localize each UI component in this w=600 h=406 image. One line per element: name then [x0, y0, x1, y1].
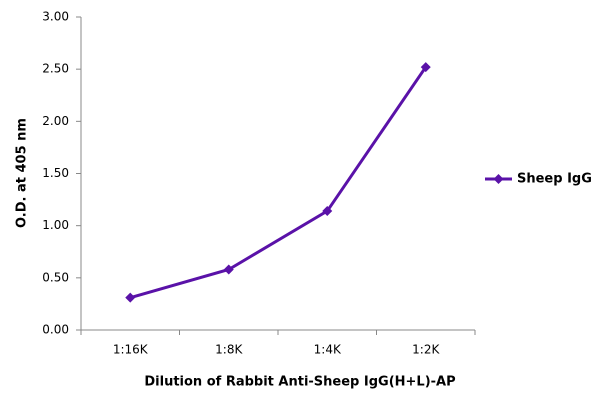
x-tick-label: 1:8K — [215, 343, 243, 357]
y-tick-label: 0.50 — [42, 270, 69, 284]
y-tick-label: 1.50 — [42, 166, 69, 180]
x-axis-title: Dilution of Rabbit Anti-Sheep IgG(H+L)-A… — [144, 375, 455, 390]
legend-marker — [493, 174, 504, 184]
point-marker — [125, 292, 136, 303]
y-tick-label: 2.00 — [42, 114, 69, 128]
y-tick-label: 2.50 — [42, 62, 69, 76]
y-tick-label: 0.00 — [42, 323, 69, 337]
point-marker — [322, 206, 333, 217]
y-axis-title: O.D. at 405 nm — [15, 118, 30, 228]
legend-text: Sheep IgG — [517, 172, 592, 187]
x-tick-label: 1:4K — [314, 343, 342, 357]
y-tick-label: 3.00 — [42, 10, 69, 24]
point-marker — [223, 264, 234, 275]
y-tick-label: 1.00 — [42, 218, 69, 232]
point-marker — [420, 62, 431, 73]
series-line — [129, 66, 427, 300]
x-tick-label: 1:2K — [412, 343, 440, 357]
x-tick-label: 1:16K — [113, 343, 149, 357]
